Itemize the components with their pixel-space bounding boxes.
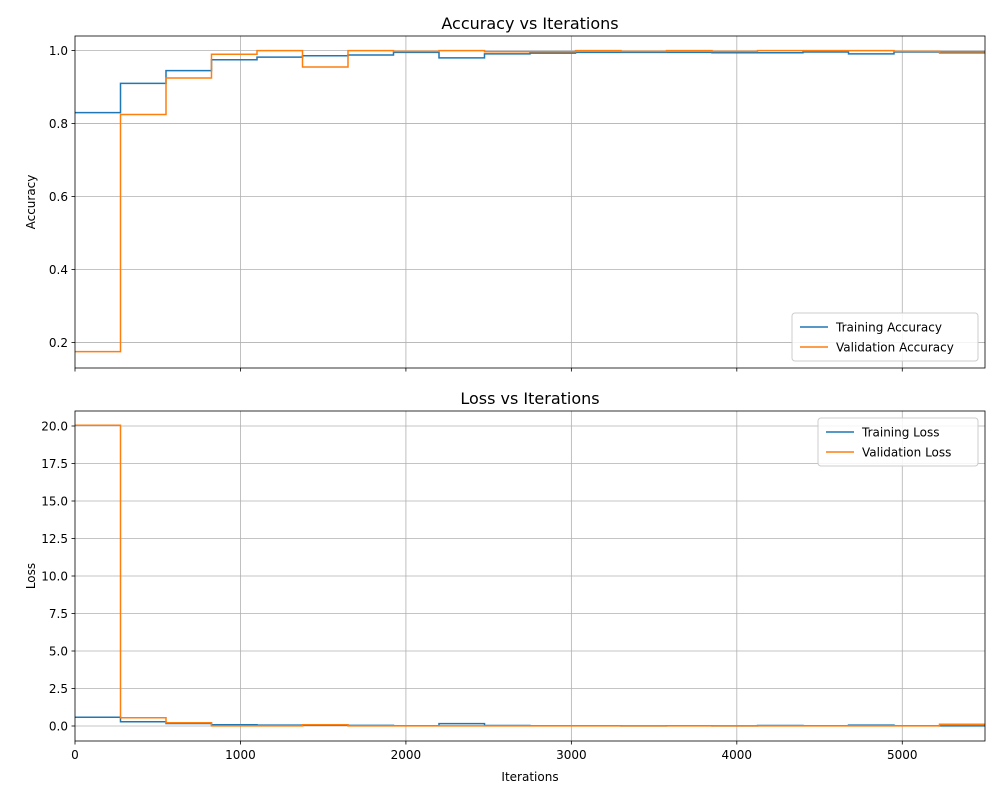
y-axis-label: Accuracy — [24, 175, 38, 230]
series-line-validation-accuracy — [75, 49, 985, 353]
legend: Training Accuracy Validation Accuracy — [791, 312, 979, 362]
y-axis-label: Loss — [24, 563, 38, 589]
y-tick-label: 12.5 — [41, 532, 68, 546]
x-tick-label: 3000 — [556, 748, 587, 762]
legend-box — [791, 312, 979, 362]
y-tick-label: 0.6 — [49, 190, 68, 204]
y-tick-label: 5.0 — [49, 644, 68, 658]
x-tick-label: 0 — [71, 748, 79, 762]
legend-box — [817, 417, 979, 467]
legend-label: Validation Loss — [862, 445, 951, 459]
y-tick-label: 2.5 — [49, 682, 68, 696]
chart-title: Loss vs Iterations — [460, 389, 599, 408]
y-tick-label: 0.4 — [49, 263, 68, 277]
x-tick-label: 1000 — [225, 748, 256, 762]
chart-title: Accuracy vs Iterations — [441, 14, 618, 33]
y-tick-label: 0.0 — [49, 719, 68, 733]
y-tick-label: 7.5 — [49, 607, 68, 621]
axes-frame — [74, 35, 986, 369]
x-tick-label: 5000 — [887, 748, 918, 762]
legend-label: Training Loss — [861, 425, 939, 439]
y-tick-label: 20.0 — [41, 419, 68, 433]
y-tick-label: 1.0 — [49, 44, 68, 58]
axes-1: 0.2 0.4 0.6 0.8 1.0 Accuracy vs Iterations Acc… — [24, 14, 986, 372]
legend-label: Validation Accuracy — [836, 340, 954, 354]
x-axis-label: Iterations — [501, 770, 558, 784]
legend-label: Training Accuracy — [835, 320, 942, 334]
x-tick-label: 2000 — [391, 748, 422, 762]
axes-2: 0 1000 2000 3000 4000 5000 0.0 2.5 5.0 7.5 10.0 12.… — [24, 389, 986, 784]
y-tick-label: 15.0 — [41, 494, 68, 508]
y-tick-label: 0.2 — [49, 336, 68, 350]
y-tick-label: 17.5 — [41, 457, 68, 471]
series-line-validation-loss — [75, 424, 985, 727]
x-tick-label: 4000 — [722, 748, 753, 762]
legend: Training Loss Validation Loss — [817, 417, 979, 467]
y-tick-label: 10.0 — [41, 569, 68, 583]
y-tick-label: 0.8 — [49, 117, 68, 131]
